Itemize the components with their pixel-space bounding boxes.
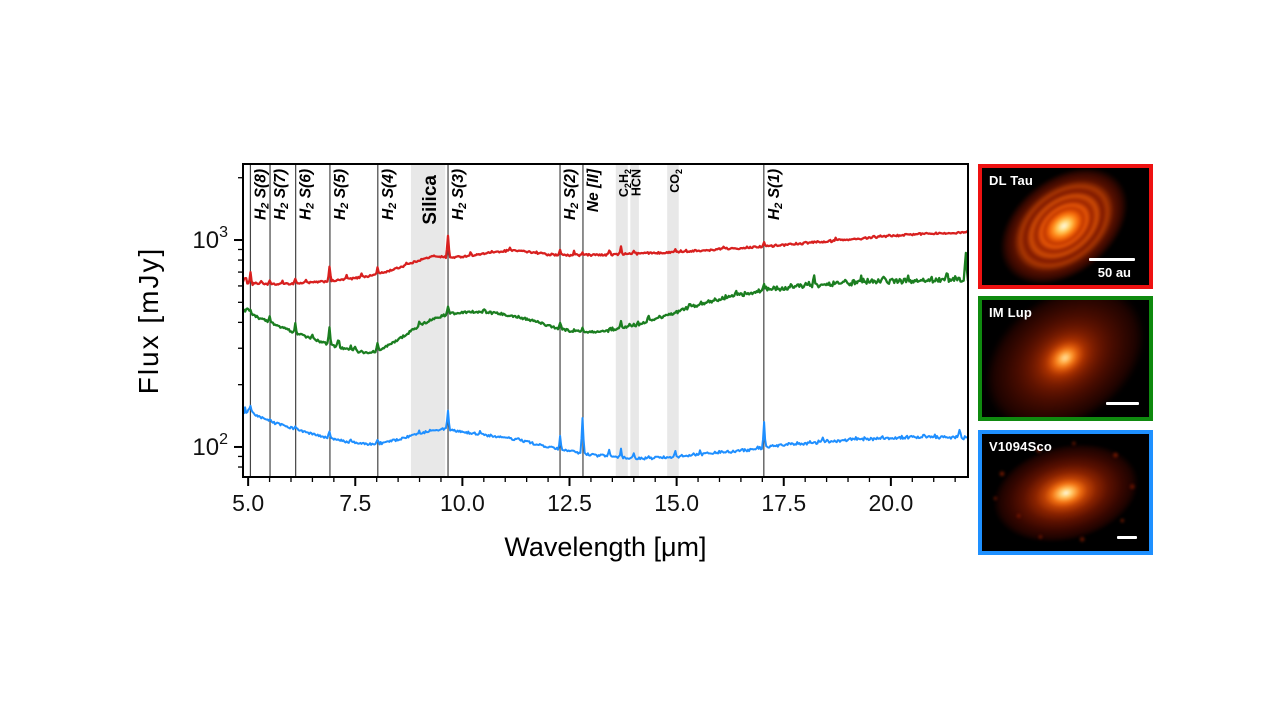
feature-label: H2​ S(2) [562, 169, 581, 220]
feature-label: H2​ S(4) [380, 169, 399, 220]
x-tick-label: 12.5 [547, 490, 592, 516]
y-axis-title: Flux [mJy] [133, 247, 164, 395]
scalebar [1117, 536, 1137, 539]
axis-ticks [234, 177, 956, 486]
feature-lines [249, 164, 765, 477]
spectrum-DL Tau [244, 230, 967, 287]
feature-label: H2​ S(3) [450, 169, 469, 220]
band-HCN [630, 164, 639, 477]
im-lup-disk-image: IM Lup [982, 300, 1149, 417]
spectrum-V1094Sco [244, 404, 967, 461]
x-tick-label: 5.0 [232, 490, 264, 516]
feature-label: CO2​ [668, 169, 684, 193]
x-tick-label: 10.0 [440, 490, 485, 516]
y-tick-label: 102 [192, 431, 228, 461]
feature-label: H2​ S(6) [298, 169, 317, 220]
x-tick-labels: 5.0 7.5 10.0 12.5 15.0 17.5 20.0 [232, 490, 913, 516]
y-tick-labels: 102 103 [192, 224, 228, 461]
band-CO_2 [667, 164, 679, 477]
x-tick-label: 20.0 [868, 490, 913, 516]
feature-label: C2​H2​ [617, 169, 633, 197]
panel-title-dl-tau: DL Tau [989, 173, 1034, 188]
panel-title-im-lup: IM Lup [989, 305, 1033, 320]
spectra-curves [244, 230, 967, 461]
scalebar-label: 50 au [1097, 265, 1131, 280]
spectrum-IM Lup [244, 251, 967, 355]
dl-tau-disk-image: DL Tau 50 au [982, 168, 1149, 285]
axes-frame [242, 163, 969, 478]
x-axis-title: Wavelength [μm] [504, 532, 706, 562]
scalebar [1106, 402, 1139, 405]
x-tick-label: 17.5 [761, 490, 806, 516]
panel-dl-tau: DL Tau 50 au [978, 164, 1153, 289]
feature-label: H2​ S(7) [272, 169, 291, 220]
scalebar [1089, 258, 1135, 261]
feature-label: H2​ S(8) [252, 169, 271, 220]
feature-label: H2​ S(1) [766, 169, 785, 220]
x-tick-label: 15.0 [654, 490, 699, 516]
panel-im-lup: IM Lup [978, 296, 1153, 421]
panel-title-v1094sco: V1094Sco [989, 439, 1053, 454]
v1094sco-disk-image: V1094Sco [982, 434, 1149, 551]
x-tick-label: 7.5 [339, 490, 371, 516]
feature-label: Silica [420, 175, 441, 225]
feature-label: Ne [II] [585, 168, 602, 212]
feature-label: H2​ S(5) [332, 169, 351, 220]
feature-label: HCN [630, 169, 644, 196]
disk-speckles [982, 434, 1149, 551]
y-tick-label: 103 [192, 224, 228, 254]
panel-v1094sco: V1094Sco [978, 430, 1153, 555]
